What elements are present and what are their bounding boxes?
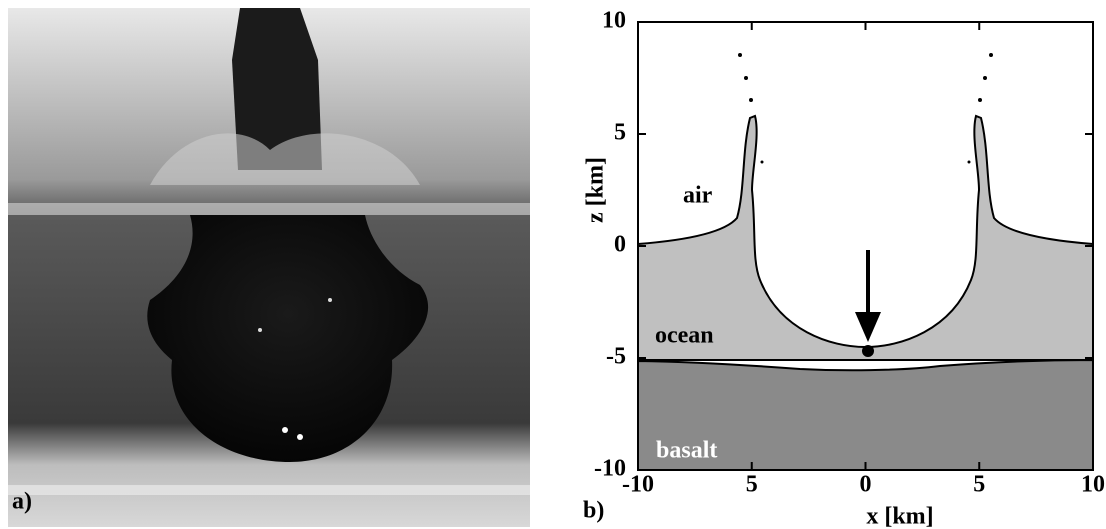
- region-label: basalt: [656, 438, 717, 464]
- x-tick-label: 10: [1081, 472, 1105, 498]
- region-label: air: [683, 183, 713, 209]
- x-tick-label: 5: [746, 472, 758, 498]
- x-axis-label: x [km]: [866, 504, 933, 529]
- spray: [738, 53, 993, 164]
- y-tick-label: 5: [614, 120, 626, 146]
- x-tick-label: 5: [973, 472, 985, 498]
- y-tick-label: 0: [614, 232, 626, 258]
- y-axis-label: z [km]: [583, 157, 609, 223]
- basalt-region: [637, 358, 1094, 471]
- y-tick-label: 10: [602, 8, 626, 34]
- arrow-head: [855, 312, 881, 342]
- x-tick-label: -10: [622, 472, 654, 498]
- region-label: ocean: [655, 323, 714, 349]
- panel-label: a): [12, 489, 32, 515]
- x-tick-label: 0: [860, 472, 872, 498]
- y-tick-label: -5: [606, 344, 626, 370]
- plot: air ocean basalt x [km] z [km] b) -10 5 0 5…: [583, 8, 1106, 529]
- photo: a): [8, 8, 530, 527]
- impactor: [862, 345, 874, 357]
- panel-label: b): [583, 498, 604, 524]
- y-tick-label: -10: [594, 456, 626, 482]
